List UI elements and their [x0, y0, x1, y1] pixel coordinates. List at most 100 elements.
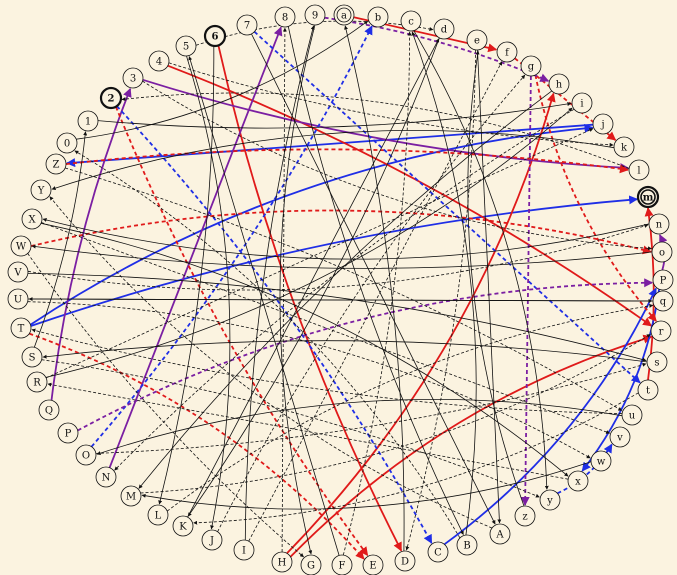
edge-n2-C: [116, 105, 433, 544]
node-circle-X: [21, 208, 43, 230]
node-circle-n0: [56, 132, 78, 154]
node-circle-n9: [304, 4, 326, 26]
node-Q: Q: [38, 399, 60, 421]
node-T: T: [10, 317, 32, 339]
edge-g-r: [534, 74, 657, 322]
node-n: n: [648, 213, 670, 235]
node-G: G: [300, 554, 322, 575]
edge-T-E: [28, 332, 365, 560]
node-e: e: [466, 29, 488, 51]
node-n1: 1: [77, 110, 99, 132]
node-circle-F: [331, 554, 353, 575]
node-circle-L: [147, 504, 169, 526]
node-label-L: L: [155, 511, 162, 522]
node-circle-H: [271, 551, 293, 573]
node-L: L: [147, 504, 169, 526]
node-label-z: z: [522, 512, 527, 523]
node-U: U: [7, 288, 29, 310]
node-label-W: W: [16, 242, 27, 253]
edge-K-d: [187, 38, 440, 518]
node-label-i: i: [580, 99, 583, 110]
node-circle-P2: [57, 422, 79, 444]
edge-n6-L: [158, 45, 215, 505]
node-circle-g: [520, 55, 542, 77]
node-t: t: [637, 379, 659, 401]
node-label-P2: P: [65, 429, 72, 440]
edge-S-y: [41, 359, 540, 498]
node-circle-n8: [274, 6, 296, 28]
edge-u-O: [96, 399, 623, 455]
edge-T-j: [29, 123, 594, 326]
node-X: X: [21, 208, 43, 230]
node-F: F: [331, 554, 353, 575]
node-label-H: H: [278, 558, 287, 569]
node-h: h: [548, 73, 570, 95]
node-circle-B: [456, 534, 478, 556]
node-label-m: m: [643, 193, 654, 204]
node-P: P: [652, 269, 674, 291]
edge-X-x: [40, 222, 569, 477]
node-circle-G: [300, 554, 322, 575]
node-label-M: M: [126, 492, 136, 503]
edge-F-n5: [188, 56, 340, 556]
edge-Z-l: [65, 148, 629, 174]
edge-k-Y: [51, 130, 615, 190]
edge-Z-u: [65, 167, 623, 411]
node-r: r: [650, 320, 672, 342]
node-label-v: v: [616, 433, 623, 444]
node-label-A: A: [495, 530, 504, 541]
node-circle-n: [648, 213, 670, 235]
node-a: a: [333, 4, 355, 26]
node-label-V: V: [13, 268, 22, 279]
node-circle-s: [646, 351, 668, 373]
node-n8: 8: [274, 6, 296, 28]
node-E: E: [362, 554, 384, 575]
node-J: J: [201, 529, 223, 551]
node-label-n5: 5: [183, 42, 189, 53]
node-label-d: d: [441, 25, 448, 36]
edge-V-s: [27, 273, 647, 362]
node-circle-T: [10, 317, 32, 339]
edge-n6-D: [217, 45, 403, 552]
node-label-j: j: [600, 120, 604, 131]
node-label-e: e: [474, 36, 480, 47]
edge-e-D: [405, 49, 476, 551]
node-circle-K: [172, 515, 194, 537]
node-label-B: B: [463, 541, 470, 552]
node-label-q: q: [660, 297, 667, 308]
node-label-Q: Q: [45, 406, 53, 417]
node-w: w: [590, 450, 612, 472]
node-label-a: a: [341, 11, 347, 22]
node-label-J: J: [209, 536, 214, 547]
node-circle-n4: [148, 50, 170, 72]
edge-n5-J: [186, 55, 231, 530]
node-S: S: [21, 346, 43, 368]
node-circle-n7: [236, 14, 258, 36]
node-label-n: n: [656, 220, 663, 231]
node-x: x: [567, 470, 589, 492]
node-circle-M: [120, 485, 142, 507]
node-B: B: [456, 534, 478, 556]
edge-n7-t: [253, 31, 641, 384]
edge-e-A: [477, 49, 502, 524]
node-R: R: [26, 371, 48, 393]
edge-x-R: [47, 382, 569, 480]
edge-H-h: [286, 92, 556, 554]
node-label-s: s: [654, 358, 659, 369]
node-circle-c: [400, 10, 422, 32]
node-circle-Z: [45, 153, 67, 175]
edge-n3-o: [142, 80, 652, 251]
node-N: N: [95, 466, 117, 488]
edge-q-U: [28, 297, 654, 302]
edge-I-n9: [244, 25, 315, 541]
node-circle-O: [75, 444, 97, 466]
edge-i-N: [114, 108, 575, 471]
node-circle-S: [21, 346, 43, 368]
node-k: k: [613, 136, 635, 158]
node-circle-U: [7, 288, 29, 310]
node-M: M: [120, 485, 142, 507]
node-circle-I: [233, 539, 255, 561]
edge-n4-k: [168, 62, 614, 147]
node-circle-n3: [122, 67, 144, 89]
